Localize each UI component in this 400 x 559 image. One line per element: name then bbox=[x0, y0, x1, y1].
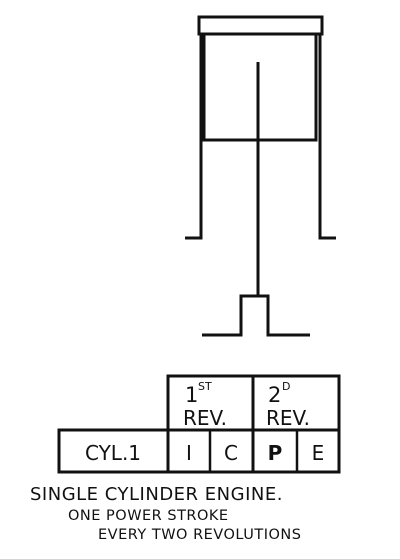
rev1-number: 1 bbox=[185, 383, 198, 407]
caption-title: SINGLE CYLINDER ENGINE. bbox=[30, 484, 283, 505]
rev2-label: REV. bbox=[266, 406, 310, 430]
stroke-compression: C bbox=[224, 441, 238, 465]
cylinder-label: CYL.1 bbox=[85, 441, 141, 465]
piston bbox=[202, 32, 318, 142]
cylinder-wall-right bbox=[318, 34, 336, 240]
stroke-power: P bbox=[268, 441, 283, 465]
rev1-superscript: ST bbox=[198, 380, 212, 393]
rev1-label: REV. bbox=[183, 406, 227, 430]
stroke-table: 1 ST REV. 2 D REV. CYL.1 I C P E bbox=[57, 374, 341, 474]
cylinder-wall-left bbox=[185, 34, 203, 240]
stroke-intake: I bbox=[186, 441, 192, 465]
stroke-exhaust: E bbox=[312, 441, 325, 465]
rev2-superscript: D bbox=[282, 380, 290, 393]
stroke-row bbox=[57, 428, 341, 474]
caption-line-2: ONE POWER STROKE bbox=[68, 508, 229, 524]
crank bbox=[202, 294, 310, 337]
rev2-number: 2 bbox=[268, 383, 281, 407]
cylinder-head bbox=[197, 15, 324, 36]
caption-line-3: EVERY TWO REVOLUTIONS bbox=[98, 527, 302, 543]
